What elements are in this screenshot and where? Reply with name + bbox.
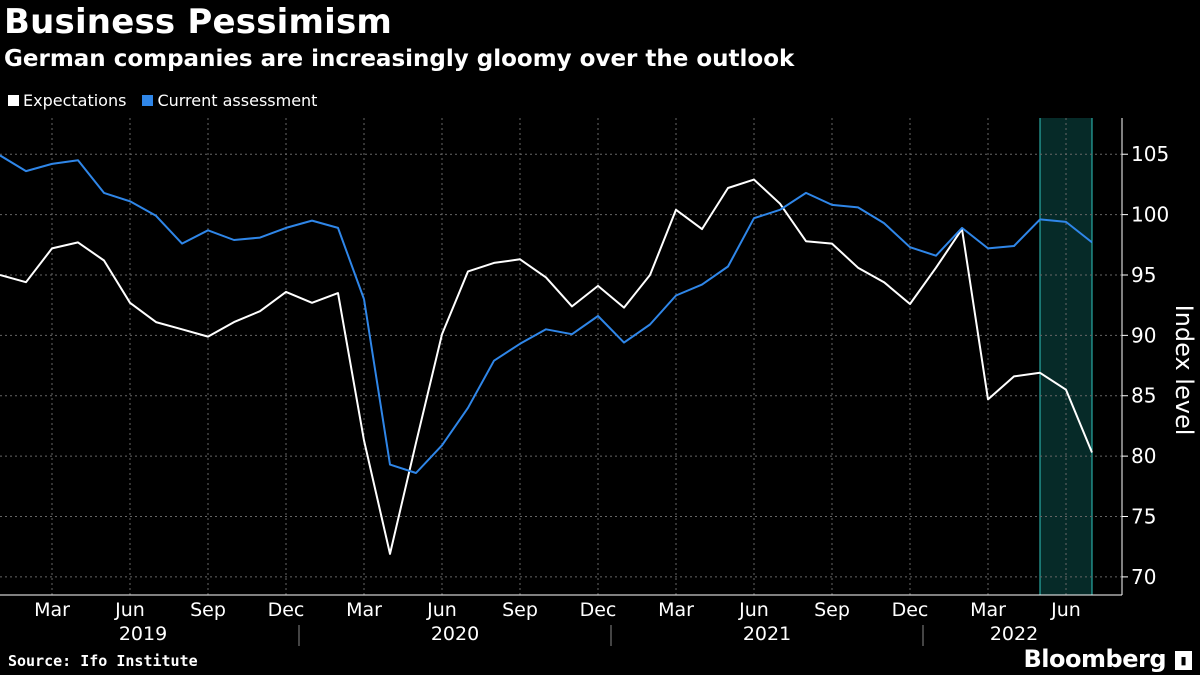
- y-tick-label: 75: [1131, 505, 1156, 529]
- y-tick-label: 85: [1131, 384, 1156, 408]
- legend-swatch-expectations: [8, 95, 19, 106]
- y-axis-title: Index level: [1170, 305, 1198, 436]
- x-tick-label: Dec: [892, 599, 929, 621]
- legend-item-expectations: Expectations: [8, 91, 126, 110]
- legend-label-current-assessment: Current assessment: [157, 91, 318, 110]
- x-tick-label: Sep: [814, 599, 850, 621]
- chart-title: Business Pessimism: [4, 2, 393, 42]
- x-tick-label: Dec: [268, 599, 305, 621]
- x-tick-label: Jun: [1050, 599, 1081, 621]
- legend-swatch-current-assessment: [142, 95, 154, 106]
- legend-label-expectations: Expectations: [23, 91, 127, 110]
- bloomberg-logo: Bloomberg: [1023, 645, 1167, 673]
- chart-subtitle: German companies are increasingly gloomy…: [4, 46, 795, 72]
- y-tick-label: 100: [1131, 203, 1169, 227]
- y-tick-label: 105: [1131, 142, 1169, 166]
- x-tick-label: Sep: [190, 599, 226, 621]
- x-tick-label: Jun: [114, 599, 145, 621]
- current-assessment-line: [0, 154, 1093, 474]
- source-note: Source: Ifo Institute: [8, 652, 198, 670]
- x-tick-label: Mar: [970, 599, 1006, 621]
- year-label: 2020: [431, 623, 479, 645]
- bloomberg-badge-icon: ▮: [1175, 651, 1192, 670]
- year-label: 2022: [990, 623, 1038, 645]
- expectations-line: [0, 178, 1093, 555]
- y-tick-label: 70: [1131, 565, 1156, 589]
- x-tick-label: Mar: [34, 599, 70, 621]
- chart-legend: Expectations Current assessment: [8, 91, 333, 110]
- year-label: 2019: [119, 623, 167, 645]
- x-tick-label: Mar: [658, 599, 694, 621]
- x-tick-label: Jun: [426, 599, 457, 621]
- x-tick-label: Mar: [346, 599, 382, 621]
- y-tick-label: 80: [1131, 444, 1156, 468]
- legend-item-current-assessment: Current assessment: [142, 91, 317, 110]
- x-tick-label: Dec: [580, 599, 617, 621]
- x-tick-label: Sep: [502, 599, 538, 621]
- y-tick-label: 90: [1131, 323, 1156, 347]
- year-label: 2021: [743, 623, 791, 645]
- y-tick-label: 95: [1131, 263, 1156, 287]
- highlight-band: [1040, 118, 1093, 595]
- x-tick-label: Jun: [738, 599, 769, 621]
